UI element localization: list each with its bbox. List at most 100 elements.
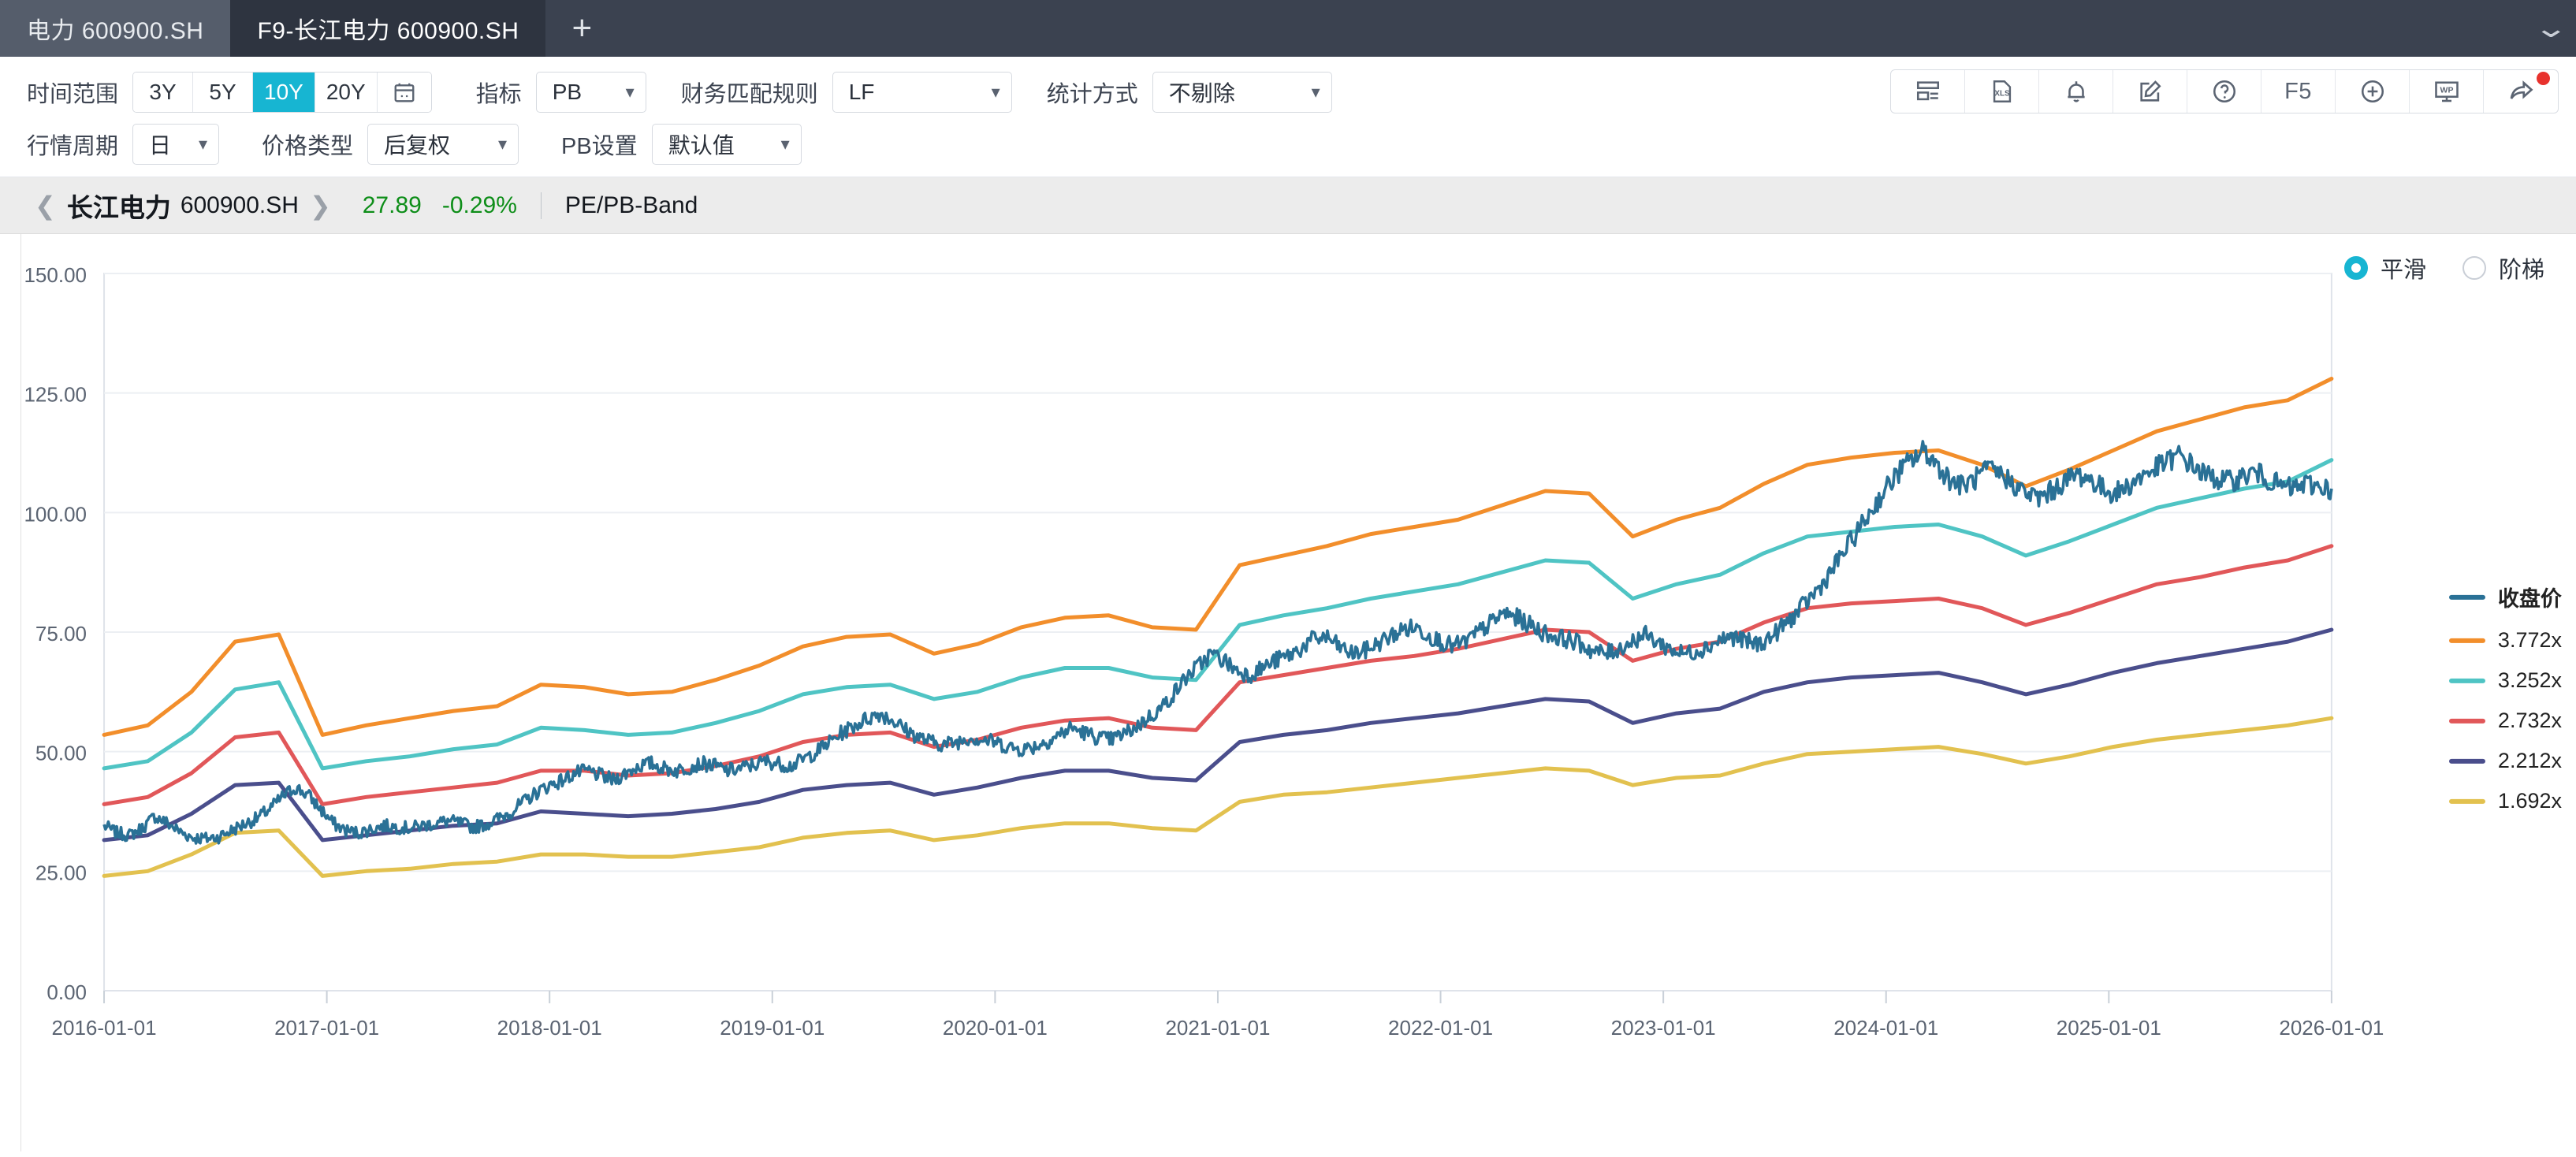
tab-bar-right: ⌄ — [2533, 0, 2576, 57]
chevron-down-icon: ▾ — [780, 134, 790, 154]
range-5y-button[interactable]: 5Y — [193, 73, 254, 112]
notification-dot — [2537, 72, 2550, 85]
legend-label: 3.772x — [2497, 627, 2562, 652]
chevron-left-icon[interactable]: ❮ — [35, 191, 56, 220]
divider — [540, 192, 542, 219]
y-tick-label: 50.00 — [35, 742, 87, 765]
refresh-f5-button[interactable]: F5 — [2261, 70, 2336, 113]
tab-bar: 电力 600900.SH F9-长江电力 600900.SH + ⌄ — [0, 0, 2576, 57]
x-tick-label: 2016-01-01 — [52, 1016, 157, 1040]
chevron-down-icon: ▾ — [497, 134, 508, 154]
svg-text:XLS: XLS — [1994, 90, 2010, 99]
calendar-icon[interactable] — [377, 73, 431, 112]
time-range-label: 时间范围 — [27, 82, 119, 107]
stat-method-value: 不剔除 — [1168, 81, 1235, 106]
x-tick-label: 2017-01-01 — [274, 1016, 379, 1040]
y-tick-label: 150.00 — [24, 263, 87, 287]
range-3y-button[interactable]: 3Y — [133, 73, 194, 112]
fin-rule-label: 财务匹配规则 — [680, 82, 818, 107]
svg-text:WP: WP — [2440, 86, 2453, 95]
stat-method-select[interactable]: 不剔除 ▾ — [1152, 72, 1332, 113]
indicator-label: 指标 — [475, 82, 522, 107]
time-range-segment: 3Y 5Y 10Y 20Y — [132, 72, 432, 113]
chevron-right-icon[interactable]: ❯ — [309, 191, 331, 220]
fin-rule-select[interactable]: LF ▾ — [832, 72, 1012, 113]
curve-mode-radio-group: 平滑 阶梯 — [2343, 251, 2544, 285]
x-tick-label: 2023-01-01 — [1611, 1016, 1716, 1040]
fin-rule-value: LF — [848, 80, 875, 104]
indicator-select[interactable]: PB ▾ — [535, 72, 646, 113]
radio-step-label: 阶梯 — [2498, 258, 2544, 283]
toolbar-row-2: 行情周期 日 ▾ 价格类型 后复权 ▾ PB设置 默认值 ▾ — [0, 118, 2576, 170]
y-tick-label: 25.00 — [35, 861, 87, 884]
radio-smooth[interactable]: 平滑 — [2343, 251, 2426, 285]
chevron-down-icon: ▾ — [991, 82, 1000, 102]
legend-item[interactable]: 收盘价 — [2448, 582, 2562, 612]
chevron-down-icon: ▾ — [625, 82, 635, 102]
price-type-value: 后复权 — [384, 133, 451, 158]
legend-item[interactable]: 3.772x — [2448, 627, 2562, 653]
x-tick-label: 2025-01-01 — [2057, 1016, 2161, 1040]
pb-setting-value: 默认值 — [668, 133, 735, 158]
legend-item[interactable]: 2.732x — [2448, 708, 2562, 733]
series-line-band — [102, 377, 2334, 737]
price-type-label: 价格类型 — [262, 134, 354, 159]
stat-method-label: 统计方式 — [1046, 82, 1138, 107]
x-tick-label: 2026-01-01 — [2279, 1016, 2384, 1040]
chevron-down-icon: ▾ — [198, 134, 208, 154]
legend-item[interactable]: 1.692x — [2448, 789, 2562, 813]
legend-item[interactable]: 2.212x — [2448, 749, 2562, 773]
legend-swatch — [2448, 758, 2485, 764]
stock-name: 长江电力 — [66, 192, 171, 222]
period-select[interactable]: 日 ▾ — [132, 124, 220, 165]
legend-swatch — [2448, 638, 2485, 643]
y-tick-label: 125.00 — [24, 383, 87, 407]
wp-monitor-icon[interactable]: WP — [2410, 70, 2484, 113]
page-title: PE/PB-Band — [564, 192, 698, 218]
toolbar-row-1: 时间范围 3Y 5Y 10Y 20Y 指标 PB ▾ 财务匹配规则 — [0, 66, 2576, 118]
radio-dot-selected — [2343, 256, 2368, 280]
tab-active[interactable]: F9-长江电力 600900.SH — [230, 0, 546, 57]
period-label: 行情周期 — [27, 134, 119, 159]
range-20y-button[interactable]: 20Y — [315, 73, 378, 112]
radio-dot — [2462, 256, 2486, 280]
add-icon[interactable] — [2336, 70, 2410, 113]
chart-legend: 收盘价 3.772x 3.252x 2.732x 2.212x 1.692x — [2448, 582, 2562, 813]
pe-pb-band-chart[interactable]: 0.00 25.00 50.00 75.00 100.00 125.00 150.00 201… — [21, 234, 2576, 1151]
legend-label: 收盘价 — [2497, 586, 2562, 611]
help-icon[interactable] — [2187, 70, 2261, 113]
stock-change: -0.29% — [441, 192, 517, 218]
range-10y-button[interactable]: 10Y — [253, 73, 315, 112]
x-tick-label: 2024-01-01 — [1833, 1016, 1938, 1040]
bell-icon[interactable] — [2039, 70, 2113, 113]
legend-label: 3.252x — [2497, 668, 2562, 692]
chevron-down-icon[interactable]: ⌄ — [2532, 13, 2569, 43]
radio-step[interactable]: 阶梯 — [2462, 251, 2544, 285]
series-line-band — [102, 544, 2334, 806]
y-tick-label: 0.00 — [47, 980, 87, 1004]
series-line-band — [102, 716, 2334, 878]
pb-setting-label: PB设置 — [561, 134, 638, 159]
x-tick-label: 2018-01-01 — [497, 1016, 602, 1040]
x-tick-label: 2021-01-01 — [1165, 1016, 1270, 1040]
layout-icon[interactable] — [1891, 70, 1965, 113]
toolbar: 时间范围 3Y 5Y 10Y 20Y 指标 PB ▾ 财务匹配规则 — [0, 57, 2576, 177]
new-tab-button[interactable]: + — [545, 0, 619, 57]
y-tick-label: 100.00 — [24, 502, 87, 526]
share-icon[interactable] — [2484, 70, 2558, 113]
legend-swatch — [2448, 678, 2485, 683]
pb-setting-select[interactable]: 默认值 ▾ — [651, 124, 802, 165]
f5-label: F5 — [2284, 78, 2312, 104]
edit-icon[interactable] — [2113, 70, 2187, 113]
price-type-select[interactable]: 后复权 ▾ — [367, 124, 519, 165]
stock-price: 27.89 — [362, 192, 422, 218]
tab-label: F9-长江电力 600900.SH — [257, 18, 519, 44]
toolbar-icon-group: XLS — [1890, 69, 2559, 113]
xls-export-icon[interactable]: XLS — [1965, 70, 2039, 113]
chevron-down-icon: ▾ — [1311, 82, 1320, 102]
legend-item[interactable]: 3.252x — [2448, 668, 2562, 693]
legend-label: 2.732x — [2497, 708, 2562, 732]
legend-swatch — [2448, 718, 2485, 724]
tab-inactive[interactable]: 电力 600900.SH — [0, 0, 231, 57]
period-value: 日 — [149, 133, 172, 158]
